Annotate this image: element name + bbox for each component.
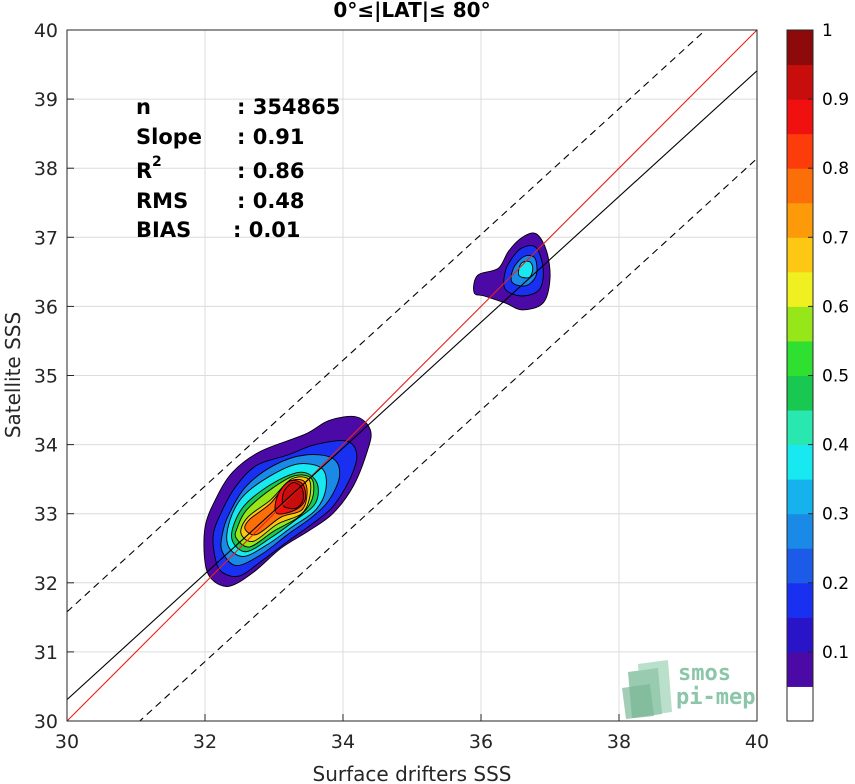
colorbar-tick-label-0: 0.1 xyxy=(822,643,849,663)
colorbar xyxy=(786,29,814,722)
colorbar-segment-10 xyxy=(787,340,813,376)
colorbar-segment-7 xyxy=(787,444,813,480)
colorbar-tick-label-3: 0.4 xyxy=(822,436,849,456)
stat-n-value: : 354865 xyxy=(237,95,340,119)
colorbar-segment-18 xyxy=(787,64,813,100)
y-tick-label-39: 39 xyxy=(34,89,58,111)
y-axis-ticks: 30 31 32 33 34 35 36 37 38 39 40 xyxy=(34,20,74,733)
stat-rms-label: RMS xyxy=(136,189,188,213)
colorbar-ticks: 0.1 0.2 0.3 0.4 0.5 0.6 0.7 0.8 0.9 1 xyxy=(808,21,849,663)
colorbar-segment-14 xyxy=(787,202,813,238)
colorbar-segment-19 xyxy=(787,30,813,66)
colorbar-segment-2 xyxy=(787,617,813,653)
colorbar-segment-12 xyxy=(787,271,813,307)
colorbar-segment-9 xyxy=(787,375,813,411)
y-axis-label: Satellite SSS xyxy=(1,312,25,438)
logo-mark xyxy=(622,660,672,719)
colorbar-segment-11 xyxy=(787,306,813,342)
smos-pi-mep-logo: smos pi-mep xyxy=(622,660,755,719)
stat-slope-label: Slope xyxy=(136,125,202,149)
colorbar-tick-label-6: 0.7 xyxy=(822,228,849,248)
colorbar-tick-label-8: 0.9 xyxy=(822,90,849,110)
x-tick-label-32: 32 xyxy=(193,731,217,753)
x-tick-label-40: 40 xyxy=(745,731,769,753)
colorbar-tick-label-2: 0.3 xyxy=(822,505,849,525)
y-tick-label-34: 34 xyxy=(34,435,58,457)
stat-r2-sup: 2 xyxy=(152,154,162,170)
y-tick-label-38: 38 xyxy=(34,158,58,180)
line-identity xyxy=(67,30,757,721)
x-tick-label-36: 36 xyxy=(469,731,493,753)
cluster-secondary xyxy=(473,232,551,311)
y-tick-label-35: 35 xyxy=(34,366,58,388)
colorbar-segment-8 xyxy=(787,410,813,446)
stat-bias-value: : 0.01 xyxy=(233,218,301,242)
colorbar-segment-0 xyxy=(787,686,813,722)
stats-box: n : 354865 Slope : 0.91 R 2 : 0.86 RMS :… xyxy=(136,95,340,242)
y-tick-label-37: 37 xyxy=(34,227,58,249)
stat-rms-value: : 0.48 xyxy=(237,189,305,213)
fit-lines xyxy=(67,30,757,721)
colorbar-tick-label-1: 0.2 xyxy=(822,574,849,594)
x-tick-label-34: 34 xyxy=(331,731,355,753)
colorbar-segment-3 xyxy=(787,582,813,618)
stat-r2-label: R xyxy=(136,159,152,183)
y-tick-label-36: 36 xyxy=(34,296,58,318)
logo-line1: smos xyxy=(678,661,731,686)
x-axis-ticks: 30 32 34 36 38 40 xyxy=(55,714,769,753)
logo-line2: pi-mep xyxy=(676,685,755,710)
line-regression xyxy=(67,70,757,700)
stat-slope-value: : 0.91 xyxy=(237,125,305,149)
y-tick-label-33: 33 xyxy=(34,504,58,526)
colorbar-segment-17 xyxy=(787,99,813,135)
colorbar-segment-6 xyxy=(787,479,813,515)
x-tick-label-30: 30 xyxy=(55,731,79,753)
colorbar-segment-4 xyxy=(787,548,813,584)
colorbar-segment-5 xyxy=(787,513,813,549)
x-axis-label: Surface drifters SSS xyxy=(313,762,512,784)
stat-r2-value: : 0.86 xyxy=(237,159,305,183)
y-tick-label-32: 32 xyxy=(34,573,58,595)
x-tick-label-38: 38 xyxy=(607,731,631,753)
y-tick-label-30: 30 xyxy=(34,711,58,733)
colorbar-segment-1 xyxy=(787,651,813,687)
colorbar-tick-label-7: 0.8 xyxy=(822,159,849,179)
y-tick-label-31: 31 xyxy=(34,642,58,664)
colorbar-tick-label-4: 0.5 xyxy=(822,367,849,387)
colorbar-tick-label-5: 0.6 xyxy=(822,297,849,317)
colorbar-tick-label-9: 1 xyxy=(822,21,833,41)
colorbar-segment-16 xyxy=(787,133,813,169)
colorbar-segment-15 xyxy=(787,168,813,204)
chart-title: 0°≤|LAT|≤ 80° xyxy=(333,0,490,22)
contour-secondary-0_35 xyxy=(517,260,534,279)
y-tick-label-40: 40 xyxy=(34,20,58,42)
stat-n-label: n xyxy=(136,95,151,119)
grid-lines xyxy=(66,29,758,722)
stat-bias-label: BIAS xyxy=(136,218,191,242)
colorbar-segment-13 xyxy=(787,237,813,273)
